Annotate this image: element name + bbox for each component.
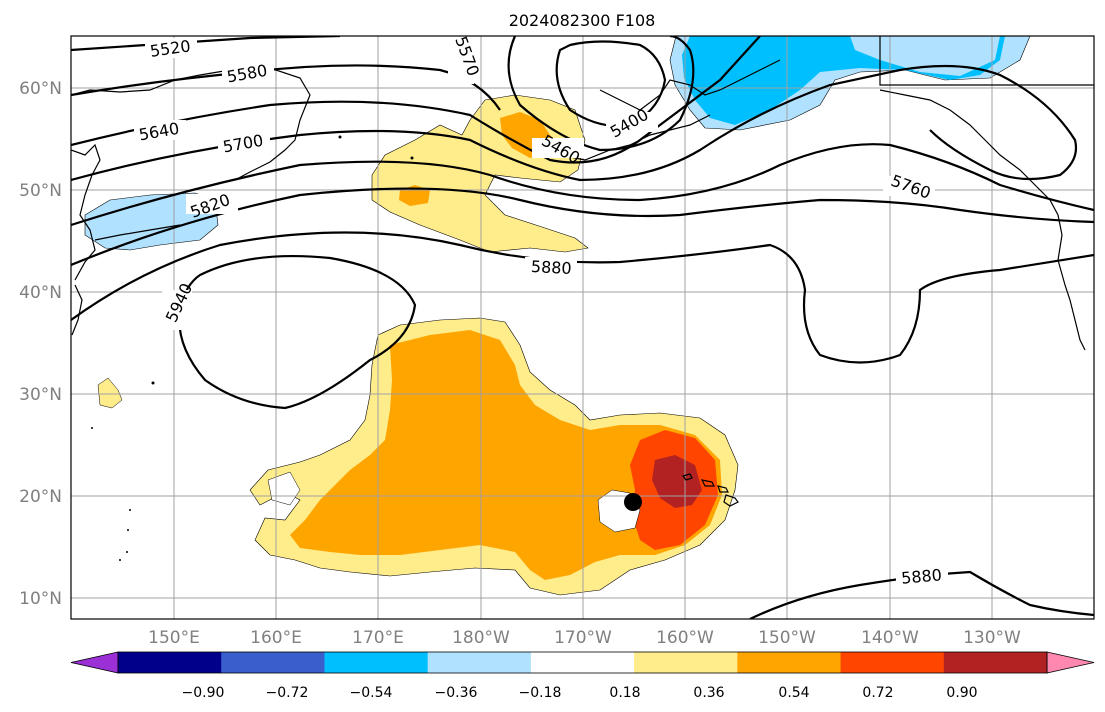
lat-tick-labels: 60°N 50°N 40°N 30°N 20°N 10°N	[19, 79, 62, 609]
lon-tick-label: 160°W	[656, 628, 714, 648]
small-islands	[91, 135, 414, 561]
lon-tick-label: 160°E	[250, 628, 302, 648]
colorbar-tick-labels: −0.90 −0.72 −0.54 −0.36 −0.18 0.18 0.36 …	[182, 685, 978, 701]
colorbar-extend-high	[1046, 651, 1095, 674]
lon-tick-labels: 150°E 160°E 170°E 180°W 170°W 160°W 150°…	[148, 628, 1021, 648]
colorbar-frame	[117, 651, 1048, 674]
colorbar-segment	[634, 652, 738, 673]
colorbar-segment	[118, 652, 222, 673]
contour-label: 5880	[900, 565, 942, 587]
colorbar-segment	[427, 652, 532, 673]
lon-tick-label: 170°E	[352, 628, 404, 648]
shading-yellow-small-1	[97, 377, 123, 409]
lon-tick-label: 140°W	[861, 628, 919, 648]
lon-tick-label: 130°W	[963, 628, 1021, 648]
map-area: 5520 5580 5640 5700 5820 5940 5880 5760 …	[70, 35, 1095, 620]
colorbar-segment	[530, 652, 635, 673]
colorbar-tick-label: −0.72	[266, 685, 309, 701]
lon-tick-label: 150°E	[148, 628, 200, 648]
storm-center-marker	[624, 493, 642, 511]
lat-tick-label: 60°N	[19, 79, 62, 99]
colorbar	[70, 651, 1095, 674]
colorbar-tick-label: 0.90	[946, 685, 977, 701]
hawaii-islands	[681, 473, 739, 507]
colorbar-extend-low	[70, 651, 119, 674]
colorbar-segment	[737, 652, 842, 673]
colorbar-tick-label: −0.36	[435, 685, 478, 701]
contour-label: 5880	[530, 257, 572, 278]
colorbar-segment	[324, 652, 429, 673]
shading-blue-north	[682, 36, 1005, 125]
height-contours	[71, 36, 1094, 619]
lat-tick-label: 30°N	[19, 385, 62, 405]
colorbar-tick-label: 0.72	[862, 685, 893, 701]
chart-title: 2024082300 F108	[509, 11, 656, 30]
lon-tick-label: 150°W	[758, 628, 816, 648]
colorbar-tick-label: 0.18	[609, 685, 640, 701]
colorbar-tick-label: −0.90	[182, 685, 225, 701]
lon-tick-label: 170°W	[554, 628, 612, 648]
colorbar-tick-label: 0.36	[693, 685, 724, 701]
colorbar-tick-label: −0.18	[519, 685, 562, 701]
colorbar-tick-label: 0.54	[778, 685, 809, 701]
lon-tick-label: 180°W	[452, 628, 510, 648]
colorbar-segment	[221, 652, 325, 673]
colorbar-tick-label: −0.54	[350, 685, 393, 701]
colorbar-segment	[943, 652, 1048, 673]
colorbar-segment	[840, 652, 945, 673]
coastlines	[71, 36, 1094, 351]
map-frame	[70, 35, 1095, 620]
lat-tick-label: 10°N	[19, 589, 62, 609]
lat-tick-label: 50°N	[19, 181, 62, 201]
shading-darkred-south	[652, 455, 702, 508]
lat-tick-label: 40°N	[19, 283, 62, 303]
lat-tick-label: 20°N	[19, 487, 62, 507]
